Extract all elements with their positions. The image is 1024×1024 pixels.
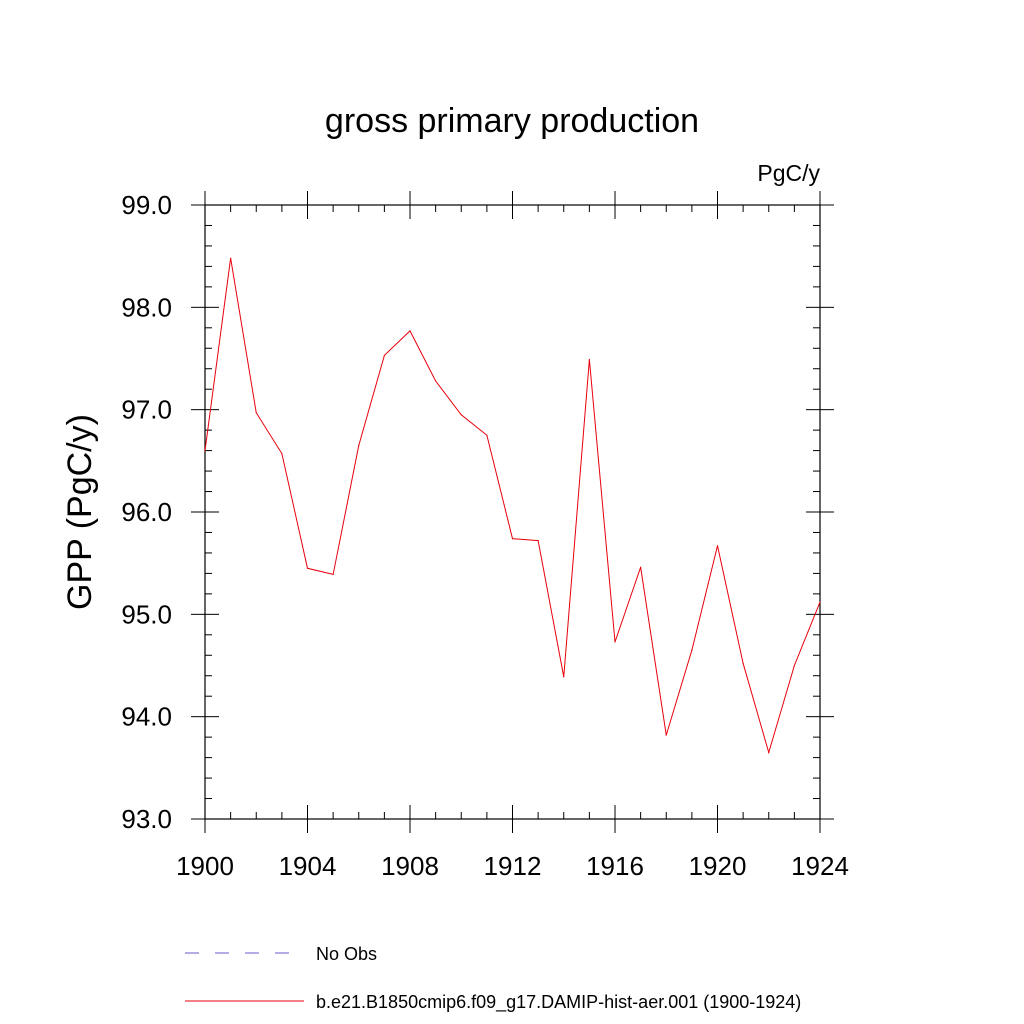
legend-label-model: b.e21.B1850cmip6.f09_g17.DAMIP-hist-aer.… [316, 992, 801, 1013]
data-point [306, 567, 309, 569]
data-point [511, 538, 514, 540]
data-point [281, 453, 283, 455]
data-point [255, 412, 257, 414]
y-tick-label: 93.0 [121, 804, 172, 834]
data-point [435, 380, 437, 382]
x-tick-label: 1900 [176, 851, 234, 881]
x-tick-label: 1908 [381, 851, 439, 881]
x-tick-label: 1920 [689, 851, 747, 881]
data-point [486, 434, 488, 436]
axis-ticks [191, 191, 834, 833]
series-line [204, 258, 821, 755]
legend-label-no-obs: No Obs [316, 944, 377, 964]
data-point [768, 751, 770, 754]
x-tick-label: 1916 [586, 851, 644, 881]
data-point [819, 601, 821, 603]
x-tick-label: 1904 [279, 851, 337, 881]
data-point [742, 662, 744, 665]
y-tick-label: 98.0 [121, 292, 172, 322]
y-tick-label: 96.0 [121, 497, 172, 527]
y-tick-label: 97.0 [121, 395, 172, 425]
data-point [383, 354, 385, 357]
data-point [204, 450, 206, 452]
series-layer [204, 257, 821, 755]
data-point [640, 566, 642, 568]
x-tick-label: 1924 [791, 851, 849, 881]
units-label: PgC/y [757, 160, 820, 186]
data-point [563, 676, 565, 678]
data-point [537, 540, 539, 542]
data-point [358, 444, 360, 447]
y-tick-label: 99.0 [121, 190, 172, 220]
data-point [332, 573, 334, 576]
legend: No Obs b.e21.B1850cmip6.f09_g17.DAMIP-hi… [185, 944, 801, 1013]
y-tick-label: 95.0 [121, 599, 172, 629]
axis-tick-labels: 1900 1904 1908 1912 1916 1920 1924 93.0 94.0 95.0… [121, 190, 849, 881]
data-point [691, 649, 693, 651]
data-point [716, 545, 719, 547]
data-point [614, 641, 616, 643]
chart-title: gross primary production [325, 102, 699, 140]
data-point [793, 664, 795, 667]
data-point [409, 330, 411, 332]
plot-frame [204, 204, 821, 820]
data-point [230, 257, 232, 259]
y-tick-label: 94.0 [121, 702, 172, 732]
data-point [588, 358, 590, 361]
data-point [460, 414, 462, 416]
data-point [665, 734, 667, 736]
x-tick-label: 1912 [484, 851, 542, 881]
y-axis-label: GPP (PgC/y) [61, 414, 99, 610]
